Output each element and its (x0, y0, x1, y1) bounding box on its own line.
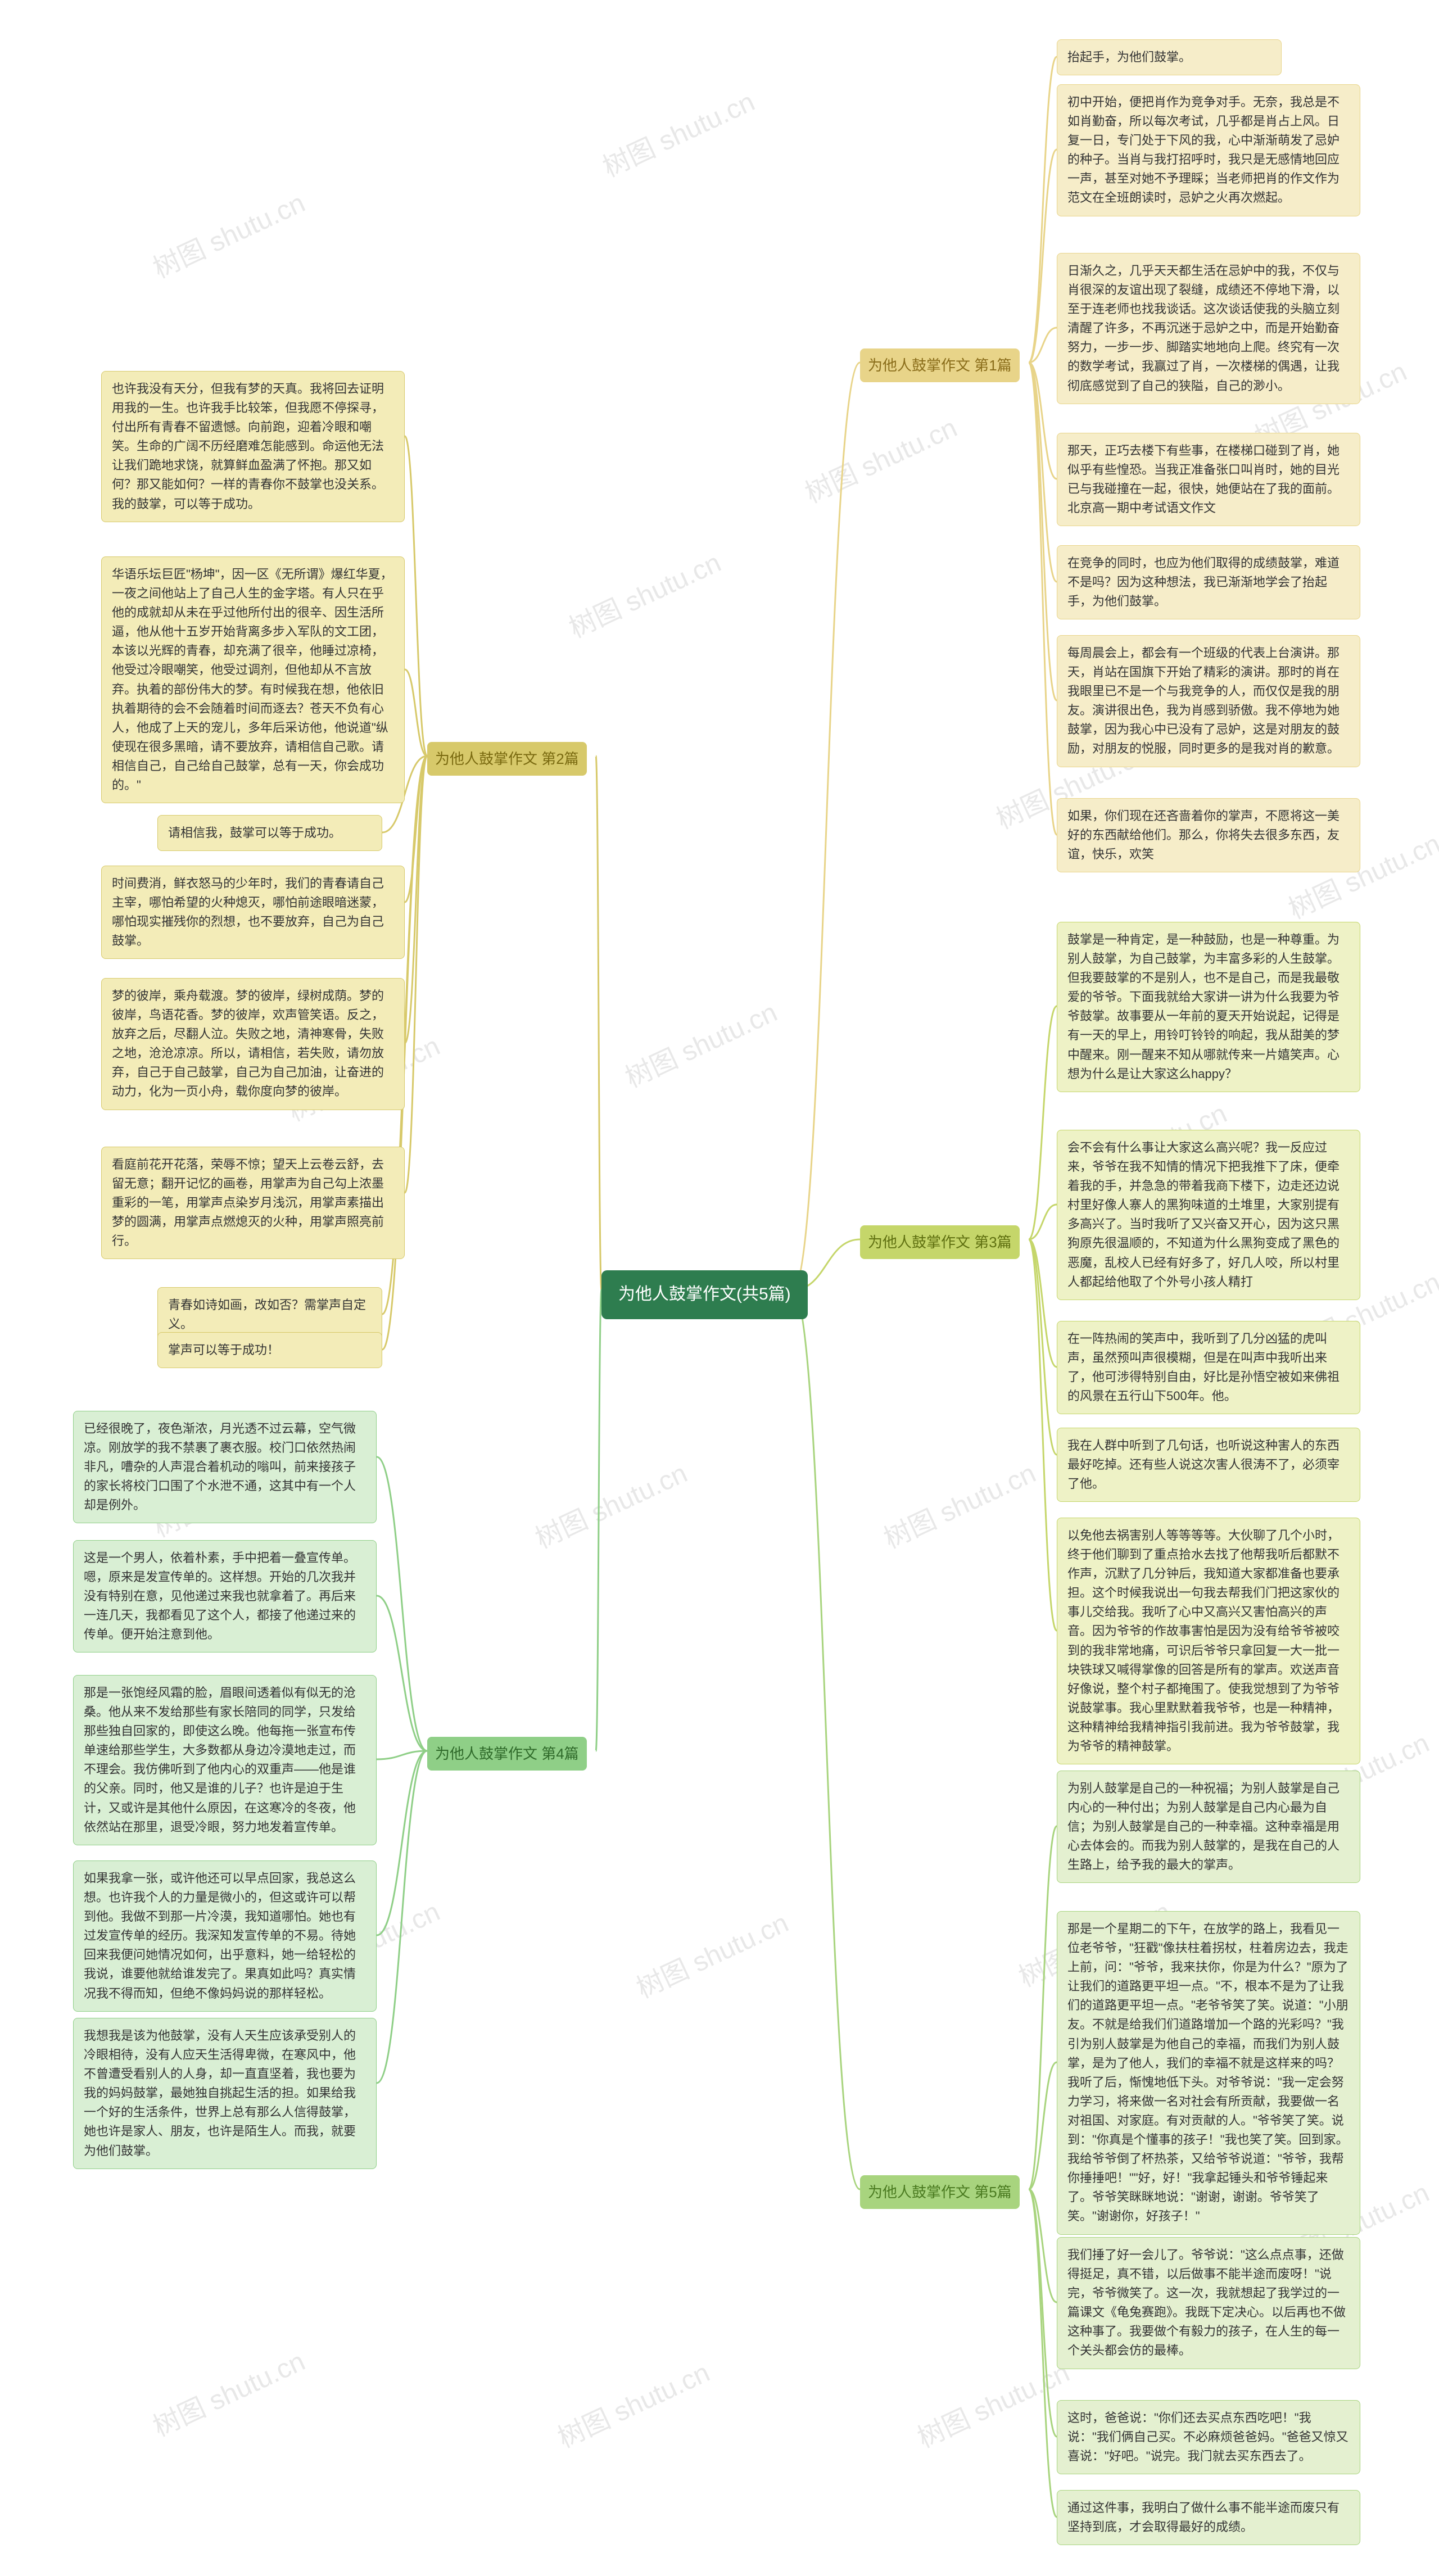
watermark: 树图 shutu.cn (618, 990, 782, 1095)
center-node: 为他人鼓掌作文(共5篇) (601, 1270, 808, 1319)
watermark: 树图 shutu.cn (876, 1451, 1041, 1556)
watermark: 树图 shutu.cn (528, 1451, 693, 1556)
leaf-node: 那是一个星期二的下午，在放学的路上，我看见一位老爷爷，"狂戳"像扶柱着拐杖，柱着… (1057, 1911, 1360, 2235)
watermark: 树图 shutu.cn (629, 1901, 794, 2005)
leaf-node: 抬起手，为他们鼓掌。 (1057, 39, 1282, 75)
branch-label: 为他人鼓掌作文 第3篇 (860, 1225, 1020, 1259)
leaf-node: 这时，爸爸说："你们还去买点东西吃吧！"我说："我们俩自己买。不必麻烦爸爸妈。"… (1057, 2400, 1360, 2474)
watermark: 树图 shutu.cn (562, 541, 726, 645)
branch-label: 为他人鼓掌作文 第4篇 (427, 1737, 587, 1771)
leaf-node: 初中开始，便把肖作为竞争对手。无奈，我总是不如肖勤奋，所以每次考试，几乎都是肖占… (1057, 84, 1360, 216)
leaf-node: 为别人鼓掌是自己的一种祝福；为别人鼓掌是自己内心的一种付出；为别人鼓掌是自己内心… (1057, 1771, 1360, 1883)
leaf-node: 我在人群中听到了几句话，也听说这种害人的东西最好吃掉。还有些人说这次害人很涛不了… (1057, 1428, 1360, 1502)
leaf-node: 掌声可以等于成功！ (157, 1332, 382, 1368)
leaf-node: 这是一个男人，依着朴素，手中把着一叠宣传单。嗯，原来是发宣传单的。这样想。开始的… (73, 1540, 377, 1653)
leaf-node: 我想我是该为他鼓掌，没有人天生应该承受别人的冷眼相待，没有人应天生活得卑微，在寒… (73, 2018, 377, 2169)
leaf-node: 会不会有什么事让大家这么高兴呢？我一反应过来，爷爷在我不知情的情况下把我推下了床… (1057, 1130, 1360, 1300)
leaf-node: 以免他去祸害别人等等等等。大伙聊了几个小时，终于他们聊到了重点拾水去找了他帮我听… (1057, 1518, 1360, 1764)
leaf-node: 在竞争的同时，也应为他们取得的成绩鼓掌，难道不是吗？因为这种想法，我已渐渐地学会… (1057, 545, 1360, 619)
leaf-node: 在一阵热闹的笑声中，我听到了几分凶猛的虎叫声，虽然预叫声很模糊，但是在叫声中我听… (1057, 1321, 1360, 1414)
leaf-node: 鼓掌是一种肯定，是一种鼓励，也是一种尊重。为别人鼓掌，为自己鼓掌，为丰富多彩的人… (1057, 922, 1360, 1092)
leaf-node: 如果，你们现在还吝啬着你的掌声，不愿将这一美好的东西献给他们。那么，你将失去很多… (1057, 798, 1360, 872)
watermark: 树图 shutu.cn (146, 2339, 310, 2444)
leaf-node: 那是一张饱经风霜的脸，眉眼间透着似有似无的沧桑。他从来不发给那些有家长陪同的同学… (73, 1675, 377, 1845)
leaf-node: 请相信我，鼓掌可以等于成功。 (157, 815, 382, 851)
leaf-node: 也许我没有天分，但我有梦的天真。我将回去证明用我的一生。也许我手比较笨，但我愿不… (101, 371, 405, 522)
leaf-node: 每周晨会上，都会有一个班级的代表上台演讲。那天，肖站在国旗下开始了精彩的演讲。那… (1057, 635, 1360, 767)
leaf-node: 梦的彼岸，乘舟载渡。梦的彼岸，绿树成荫。梦的彼岸，鸟语花香。梦的彼岸，欢声管笑语… (101, 978, 405, 1110)
leaf-node: 我们捶了好一会儿了。爷爷说："这么点点事，还做得挺足，真不错，以后做事不能半途而… (1057, 2237, 1360, 2369)
branch-label: 为他人鼓掌作文 第5篇 (860, 2175, 1020, 2209)
leaf-node: 通过这件事，我明白了做什么事不能半途而废只有坚持到底，才会取得最好的成绩。 (1057, 2490, 1360, 2545)
watermark: 树图 shutu.cn (798, 406, 962, 510)
leaf-node: 时间费消，鲜衣怒马的少年时，我们的青春请自己主宰，哪怕希望的火种熄灭，哪怕前途眼… (101, 866, 405, 959)
leaf-node: 那天，正巧去楼下有些事，在楼梯口碰到了肖，她似乎有些惶恐。当我正准备张口叫肖时，… (1057, 433, 1360, 526)
leaf-node: 看庭前花开花落，荣辱不惊；望天上云卷云舒，去留无意；翻开记忆的画卷，用掌声为自己… (101, 1147, 405, 1259)
branch-label: 为他人鼓掌作文 第1篇 (860, 348, 1020, 382)
branch-label: 为他人鼓掌作文 第2篇 (427, 742, 587, 776)
watermark: 树图 shutu.cn (910, 2351, 1075, 2455)
leaf-node: 如果我拿一张，或许他还可以早点回家，我总这么想。也许我个人的力量是微小的，但这或… (73, 1860, 377, 2012)
leaf-node: 已经很晚了，夜色渐浓，月光透不过云幕，空气微凉。刚放学的我不禁裹了裹衣服。校门口… (73, 1411, 377, 1523)
watermark: 树图 shutu.cn (146, 181, 310, 286)
leaf-node: 日渐久之，几乎天天都生活在忌妒中的我，不仅与肖很深的友谊出现了裂缝，成绩还不停地… (1057, 253, 1360, 404)
leaf-node: 华语乐坛巨匠"杨坤"，因一区《无所谓》爆红华夏，一夜之间他站上了自己人生的金字塔… (101, 556, 405, 803)
watermark: 树图 shutu.cn (550, 2351, 715, 2455)
watermark: 树图 shutu.cn (595, 80, 760, 184)
